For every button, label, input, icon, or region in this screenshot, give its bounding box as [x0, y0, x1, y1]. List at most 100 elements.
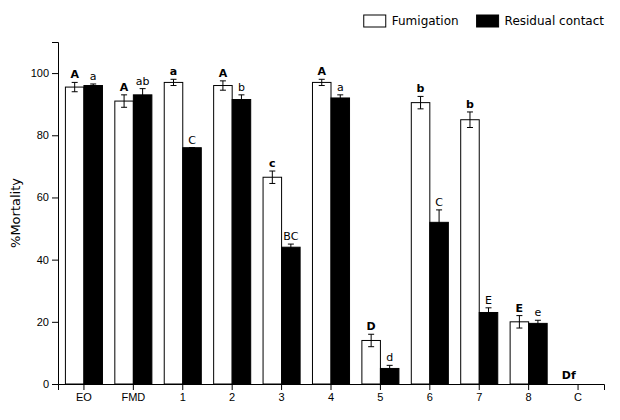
error-bar-line [319, 85, 325, 86]
error-bar-line [90, 83, 96, 84]
y-tick-mark [52, 73, 58, 74]
error-bar [140, 89, 146, 101]
significance-letter: D [367, 320, 376, 333]
error-bar-line [171, 79, 177, 80]
bar [133, 95, 152, 384]
x-tick: 2 [229, 384, 235, 403]
y-tick-mark [52, 322, 58, 323]
x-tick-label: 8 [526, 391, 532, 403]
error-bar [238, 95, 244, 104]
bar [529, 323, 548, 384]
y-tick-label: 0 [43, 378, 49, 390]
bar [578, 384, 597, 385]
y-axis-title: %Mortality [8, 178, 23, 248]
series [65, 79, 528, 384]
significance-letter: C [188, 134, 196, 147]
significance-letter: E [485, 294, 492, 307]
error-bar-line [171, 85, 177, 86]
bar [232, 100, 251, 384]
error-bar-line [519, 316, 520, 328]
legend-swatch [477, 15, 499, 27]
significance-letter: e [535, 306, 542, 319]
error-bar-line [220, 80, 226, 81]
bar [430, 222, 449, 384]
significance-letter: C [435, 196, 443, 209]
y-tick-label: 40 [37, 254, 49, 266]
error-bar-line [72, 91, 78, 92]
error-bar-line [290, 244, 291, 250]
error-bar [436, 210, 442, 235]
x-tick: EO [76, 384, 92, 403]
bar [115, 101, 134, 384]
x-tick-mark [133, 384, 134, 390]
x-tick: 1 [180, 384, 186, 403]
error-bar-line [189, 147, 195, 148]
error-bar [189, 147, 195, 148]
x-tick-label: FMD [121, 391, 145, 403]
significance-letter: BC [283, 230, 298, 243]
labels: AAaAcADbbEaabCbBCadCEeDf [70, 65, 576, 382]
error-bar-line [535, 326, 541, 327]
error-bar [171, 79, 177, 85]
y-tick: 80 [37, 129, 58, 141]
x-tick-label: 4 [328, 391, 334, 403]
bar [282, 247, 301, 384]
error-bar-line [469, 112, 470, 128]
significance-letter: A [120, 81, 129, 94]
x-tick: C [574, 384, 582, 403]
x-tick-mark [380, 384, 381, 390]
error-bar-line [467, 111, 473, 112]
error-bar-line [269, 183, 275, 184]
bar [214, 86, 233, 384]
y-tick-mark [52, 384, 58, 385]
error-bar [72, 82, 78, 91]
error-bar-line [142, 89, 143, 101]
significance-letter: A [317, 65, 326, 78]
x-tick-label: 2 [229, 391, 235, 403]
bar [312, 82, 331, 384]
error-bar [90, 84, 96, 87]
error-bar-line [368, 334, 374, 335]
error-bar-line [387, 371, 393, 372]
error-bar-line [436, 209, 442, 210]
error-bar [486, 308, 492, 317]
series [84, 84, 547, 384]
error-bar-line [516, 315, 522, 316]
bar [362, 340, 381, 384]
error-bar-line [269, 171, 275, 172]
legend-label: Fumigation [392, 14, 459, 28]
error-bar-line [467, 127, 473, 128]
x-tick-mark [479, 384, 480, 390]
significance-letter: d [386, 351, 393, 364]
error-bar-line [140, 101, 146, 102]
x-tick-label: 3 [279, 391, 285, 403]
bar [65, 87, 84, 384]
y-tick: 20 [37, 316, 58, 328]
error-bar-line [371, 334, 372, 346]
bar [84, 86, 103, 384]
error-bar-line [238, 94, 244, 95]
x-tick-mark [429, 384, 430, 390]
bar [479, 312, 498, 384]
error-bar-line [486, 307, 492, 308]
y-tick-label: 100 [31, 67, 49, 79]
legend-item: Fumigation [364, 14, 459, 28]
error-bar [418, 96, 424, 108]
error-bar [121, 95, 127, 107]
x-axis-line [59, 385, 605, 391]
significance-letter: b [417, 82, 425, 95]
significance-letter: A [70, 68, 79, 81]
x-tick-mark [83, 384, 84, 390]
x-tick-mark [281, 384, 282, 390]
x-tick-label: 7 [476, 391, 482, 403]
bar [183, 148, 202, 384]
legend-item: Residual contact [477, 14, 605, 28]
y-axis: 0 20 40 60 80 100 [31, 43, 59, 391]
error-bar-line [439, 210, 440, 235]
error-bar-line [124, 95, 125, 107]
y-tick-label: 60 [37, 191, 49, 203]
y-tick-label: 20 [37, 316, 49, 328]
error-bar-line [121, 94, 127, 95]
error-bar [467, 112, 473, 128]
error-bar-line [418, 96, 424, 97]
